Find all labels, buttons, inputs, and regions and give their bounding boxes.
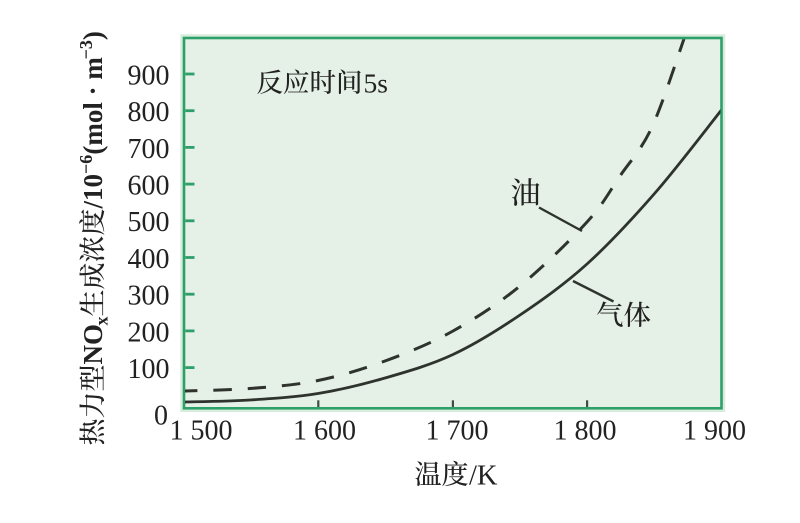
svg-text:100: 100 <box>128 354 170 385</box>
svg-text:−6: −6 <box>76 155 96 174</box>
svg-text:(mol · m: (mol · m <box>78 57 108 155</box>
svg-text:NO: NO <box>78 324 108 365</box>
svg-text:): ) <box>78 31 108 40</box>
svg-text:300: 300 <box>128 281 170 312</box>
svg-text:600: 600 <box>128 171 170 202</box>
svg-text:1 900: 1 900 <box>683 416 746 447</box>
svg-text:400: 400 <box>128 244 170 275</box>
svg-text:x: x <box>91 317 111 326</box>
svg-text:5s: 5s <box>364 67 388 98</box>
svg-text:500: 500 <box>128 207 170 238</box>
svg-text:800: 800 <box>128 97 170 128</box>
svg-text:1 800: 1 800 <box>554 416 617 447</box>
svg-text:/K: /K <box>469 461 498 492</box>
svg-text:1 500: 1 500 <box>170 416 233 447</box>
svg-text:200: 200 <box>128 317 170 348</box>
svg-text:700: 700 <box>128 134 170 165</box>
svg-text:−3: −3 <box>76 40 96 59</box>
svg-text:/10: /10 <box>78 174 108 210</box>
svg-text:0: 0 <box>154 401 168 432</box>
svg-text:1 700: 1 700 <box>426 416 489 447</box>
svg-text:1 600: 1 600 <box>293 416 356 447</box>
svg-text:900: 900 <box>128 60 170 91</box>
